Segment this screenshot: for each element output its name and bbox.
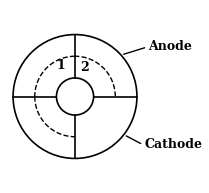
- Text: 1: 1: [56, 59, 65, 72]
- Text: Anode: Anode: [148, 41, 192, 53]
- Text: Cathode: Cathode: [144, 138, 202, 151]
- Text: 2: 2: [80, 61, 89, 74]
